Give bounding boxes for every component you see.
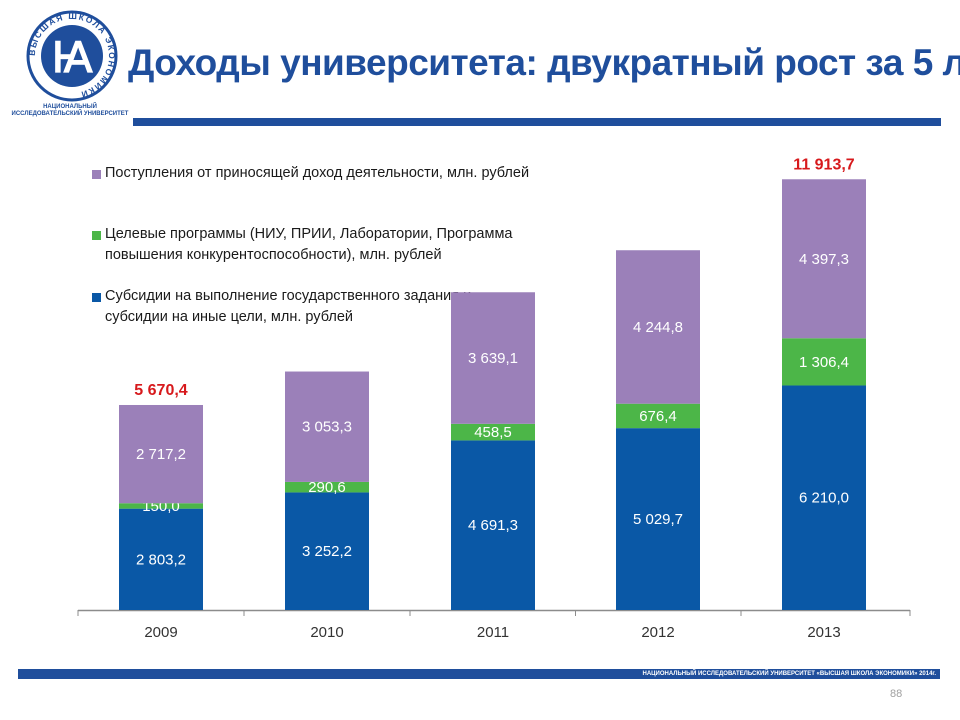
bar-segment-subsidies-2011 [451, 440, 535, 610]
legend-label-line: повышения конкурентоспособности), млн. р… [105, 247, 442, 263]
x-tick-label-2010: 2010 [310, 624, 343, 641]
data-label-income-2011: 3 639,1 [468, 350, 518, 367]
logo-caption: НАЦИОНАЛЬНЫЙ ИССЛЕДОВАТЕЛЬСКИЙ УНИВЕРСИТ… [11, 104, 129, 117]
bar-segment-income-2011 [451, 292, 535, 424]
bar-segment-subsidies-2010 [285, 492, 369, 610]
bar-segment-targeted-2013 [782, 338, 866, 386]
data-label-subsidies-2011: 4 691,3 [468, 517, 518, 534]
legend-label: Поступления от приносящей доход деятельн… [105, 163, 585, 184]
bar-segment-subsidies-2013 [782, 385, 866, 610]
bar-segment-income-2013 [782, 179, 866, 339]
legend-swatch [92, 170, 101, 179]
x-tick-label-2012: 2012 [641, 624, 674, 641]
legend-label-line: субсидии на иные цели, млн. рублей [105, 309, 353, 325]
total-label-2013: 11 913,7 [793, 156, 855, 173]
page-number: 88 [890, 688, 903, 700]
bar-segment-targeted-2010 [285, 481, 369, 493]
x-tick-label-2013: 2013 [807, 624, 840, 641]
bar-segment-targeted-2011 [451, 423, 535, 441]
bar-segment-income-2012 [616, 250, 700, 404]
data-label-targeted-2010: 290,6 [308, 479, 346, 496]
legend-label: Целевые программы (НИУ, ПРИИ, Лаборатори… [105, 224, 585, 266]
footer-bar [18, 669, 940, 679]
data-label-income-2009: 2 717,2 [136, 446, 186, 463]
data-label-subsidies-2010: 3 252,2 [302, 543, 352, 560]
x-tick-label-2011: 2011 [477, 624, 509, 641]
data-label-targeted-2013: 1 306,4 [799, 354, 849, 371]
data-label-targeted-2012: 676,4 [639, 408, 677, 425]
legend-label-line: Субсидии на выполнение государственного … [105, 288, 472, 304]
data-label-targeted-2011: 458,5 [474, 424, 512, 441]
legend-label: Субсидии на выполнение государственного … [105, 286, 585, 328]
data-label-income-2012: 4 244,8 [633, 319, 683, 336]
data-label-income-2010: 3 053,3 [302, 419, 352, 436]
data-label-subsidies-2012: 5 029,7 [633, 511, 683, 528]
bar-segment-income-2009 [119, 404, 203, 504]
bar-segment-subsidies-2009 [119, 508, 203, 610]
bar-segment-targeted-2009 [119, 503, 203, 509]
bar-segment-income-2010 [285, 371, 369, 482]
data-label-subsidies-2013: 6 210,0 [799, 490, 849, 507]
x-tick-label-2009: 2009 [144, 624, 177, 641]
data-label-subsidies-2009: 2 803,2 [136, 551, 186, 568]
data-label-income-2013: 4 397,3 [799, 251, 849, 268]
legend-swatch [92, 293, 101, 302]
total-label-2009: 5 670,4 [134, 382, 187, 399]
legend-label-line: Поступления от приносящей доход деятельн… [105, 165, 530, 181]
bar-segment-subsidies-2012 [616, 428, 700, 610]
title-divider [133, 118, 941, 126]
legend-swatch [92, 231, 101, 240]
svg-text:Ꙗ: Ꙗ [51, 36, 93, 82]
footer-text: НАЦИОНАЛЬНЫЙ ИССЛЕДОВАТЕЛЬСКИЙ УНИВЕРСИТ… [642, 671, 936, 677]
page-title: Доходы университета: двукратный рост за … [128, 42, 960, 83]
hse-logo: ВЫСШАЯ ШКОЛА ЭКОНОМИКИ Ꙗ [26, 10, 118, 102]
legend-label-line: Целевые программы (НИУ, ПРИИ, Лаборатори… [105, 226, 513, 242]
bar-segment-targeted-2012 [616, 403, 700, 429]
